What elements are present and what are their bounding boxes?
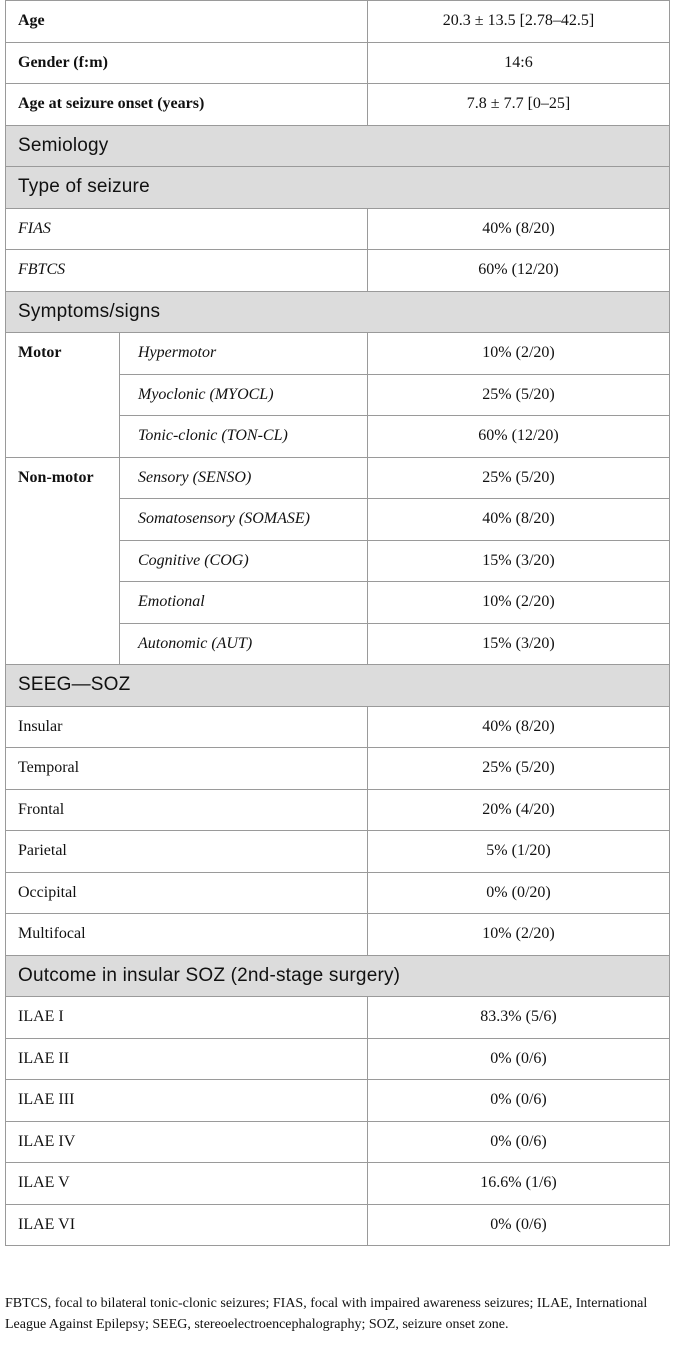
row-value: 60% (12/20): [367, 415, 670, 458]
section-header: Outcome in insular SOZ (2nd-stage surger…: [5, 954, 670, 997]
row-label: Occipital: [5, 871, 368, 914]
row-label: Hypermotor: [119, 332, 368, 375]
row-label: Tonic-clonic (TON-CL): [119, 415, 368, 458]
row-value: 40% (8/20): [367, 207, 670, 250]
row-value: 25% (5/20): [367, 456, 670, 499]
row-label: ILAE IV: [5, 1120, 368, 1163]
row-label: ILAE I: [5, 996, 368, 1039]
row-value: 0% (0/6): [367, 1079, 670, 1122]
section-title-type-of-seizure: Type of seizure: [5, 166, 670, 209]
table-row: Frontal 20% (4/20): [5, 788, 670, 831]
table-row: Myoclonic (MYOCL) 25% (5/20): [6, 373, 670, 416]
row-value: 15% (3/20): [367, 622, 670, 665]
table-row: Autonomic (AUT) 15% (3/20): [6, 622, 670, 665]
row-value: 0% (0/6): [367, 1120, 670, 1163]
row-value: 14:6: [367, 41, 670, 84]
table-footnote: FBTCS, focal to bilateral tonic-clonic s…: [5, 1296, 648, 1332]
table-row: Occipital 0% (0/20): [5, 871, 670, 914]
row-value: 7.8 ± 7.7 [0–25]: [367, 83, 670, 126]
table-row: FBTCS 60% (12/20): [5, 249, 670, 292]
table-row: Parietal 5% (1/20): [5, 830, 670, 873]
patient-characteristics-table: Age 20.3 ± 13.5 [2.78–42.5] Gender (f:m)…: [5, 0, 670, 1246]
table-row: Somatosensory (SOMASE) 40% (8/20): [6, 498, 670, 541]
section-title-semiology: Semiology: [5, 124, 670, 167]
row-label: Myoclonic (MYOCL): [119, 373, 368, 416]
row-label: ILAE II: [5, 1037, 368, 1080]
row-label: Somatosensory (SOMASE): [119, 498, 368, 541]
table-row: ILAE V 16.6% (1/6): [5, 1162, 670, 1205]
section-title-outcome: Outcome in insular SOZ (2nd-stage surger…: [5, 954, 670, 997]
row-label: ILAE VI: [5, 1203, 368, 1246]
table-row: Non-motor Sensory (SENSO) 25% (5/20): [5, 456, 670, 665]
section-header: Semiology: [5, 124, 670, 167]
section-header: SEEG—SOZ: [5, 664, 670, 707]
row-label: Temporal: [5, 747, 368, 790]
row-value: 40% (8/20): [367, 705, 670, 748]
row-value: 25% (5/20): [367, 373, 670, 416]
table-row: Multifocal 10% (2/20): [5, 913, 670, 956]
table-row: Age at seizure onset (years) 7.8 ± 7.7 […: [5, 83, 670, 126]
row-label: FIAS: [5, 207, 368, 250]
row-value: 25% (5/20): [367, 747, 670, 790]
row-label: ILAE III: [5, 1079, 368, 1122]
section-title-seeg: SEEG—SOZ: [5, 664, 670, 707]
table-row: Emotional 10% (2/20): [6, 581, 670, 624]
row-label: Insular: [5, 705, 368, 748]
row-value: 10% (2/20): [367, 581, 670, 624]
row-value: 0% (0/6): [367, 1203, 670, 1246]
table-row: ILAE II 0% (0/6): [5, 1037, 670, 1080]
row-label: Sensory (SENSO): [119, 456, 368, 499]
table-row: ILAE I 83.3% (5/6): [5, 996, 670, 1039]
table-row: Motor Hypermotor 10% (2/20): [5, 332, 670, 458]
row-label: Parietal: [5, 830, 368, 873]
row-value: 15% (3/20): [367, 539, 670, 582]
row-value: 60% (12/20): [367, 249, 670, 292]
row-value: 10% (2/20): [367, 332, 670, 375]
row-label: FBTCS: [5, 249, 368, 292]
section-header: Type of seizure: [5, 166, 670, 209]
row-label: Frontal: [5, 788, 368, 831]
table-row: Gender (f:m) 14:6: [5, 41, 670, 84]
row-value: 40% (8/20): [367, 498, 670, 541]
row-value: 83.3% (5/6): [367, 996, 670, 1039]
table-row: ILAE VI 0% (0/6): [5, 1203, 670, 1246]
section-header: Symptoms/signs: [5, 290, 670, 333]
row-label: Age: [5, 0, 368, 43]
row-label: Age at seizure onset (years): [5, 83, 368, 126]
row-value: 0% (0/6): [367, 1037, 670, 1080]
section-title-symptoms: Symptoms/signs: [5, 290, 670, 333]
table-row: Age 20.3 ± 13.5 [2.78–42.5]: [5, 0, 670, 43]
row-value: 16.6% (1/6): [367, 1162, 670, 1205]
table-container: Age 20.3 ± 13.5 [2.78–42.5] Gender (f:m)…: [5, 0, 670, 1246]
table-row: FIAS 40% (8/20): [5, 207, 670, 250]
row-value: 10% (2/20): [367, 913, 670, 956]
table-row: Cognitive (COG) 15% (3/20): [6, 539, 670, 582]
table-row: Insular 40% (8/20): [5, 705, 670, 748]
group-label-non-motor: Non-motor: [5, 456, 120, 665]
row-value: 0% (0/20): [367, 871, 670, 914]
row-label: Autonomic (AUT): [119, 622, 368, 665]
table-row: Temporal 25% (5/20): [5, 747, 670, 790]
row-label: ILAE V: [5, 1162, 368, 1205]
row-label: Cognitive (COG): [119, 539, 368, 582]
table-row: ILAE IV 0% (0/6): [5, 1120, 670, 1163]
row-value: 20% (4/20): [367, 788, 670, 831]
row-value: 5% (1/20): [367, 830, 670, 873]
table-row: Tonic-clonic (TON-CL) 60% (12/20): [6, 415, 670, 458]
group-label-motor: Motor: [5, 332, 120, 458]
row-label: Emotional: [119, 581, 368, 624]
table-row: ILAE III 0% (0/6): [5, 1079, 670, 1122]
row-label: Multifocal: [5, 913, 368, 956]
row-label: Gender (f:m): [5, 41, 368, 84]
row-value: 20.3 ± 13.5 [2.78–42.5]: [367, 0, 670, 43]
